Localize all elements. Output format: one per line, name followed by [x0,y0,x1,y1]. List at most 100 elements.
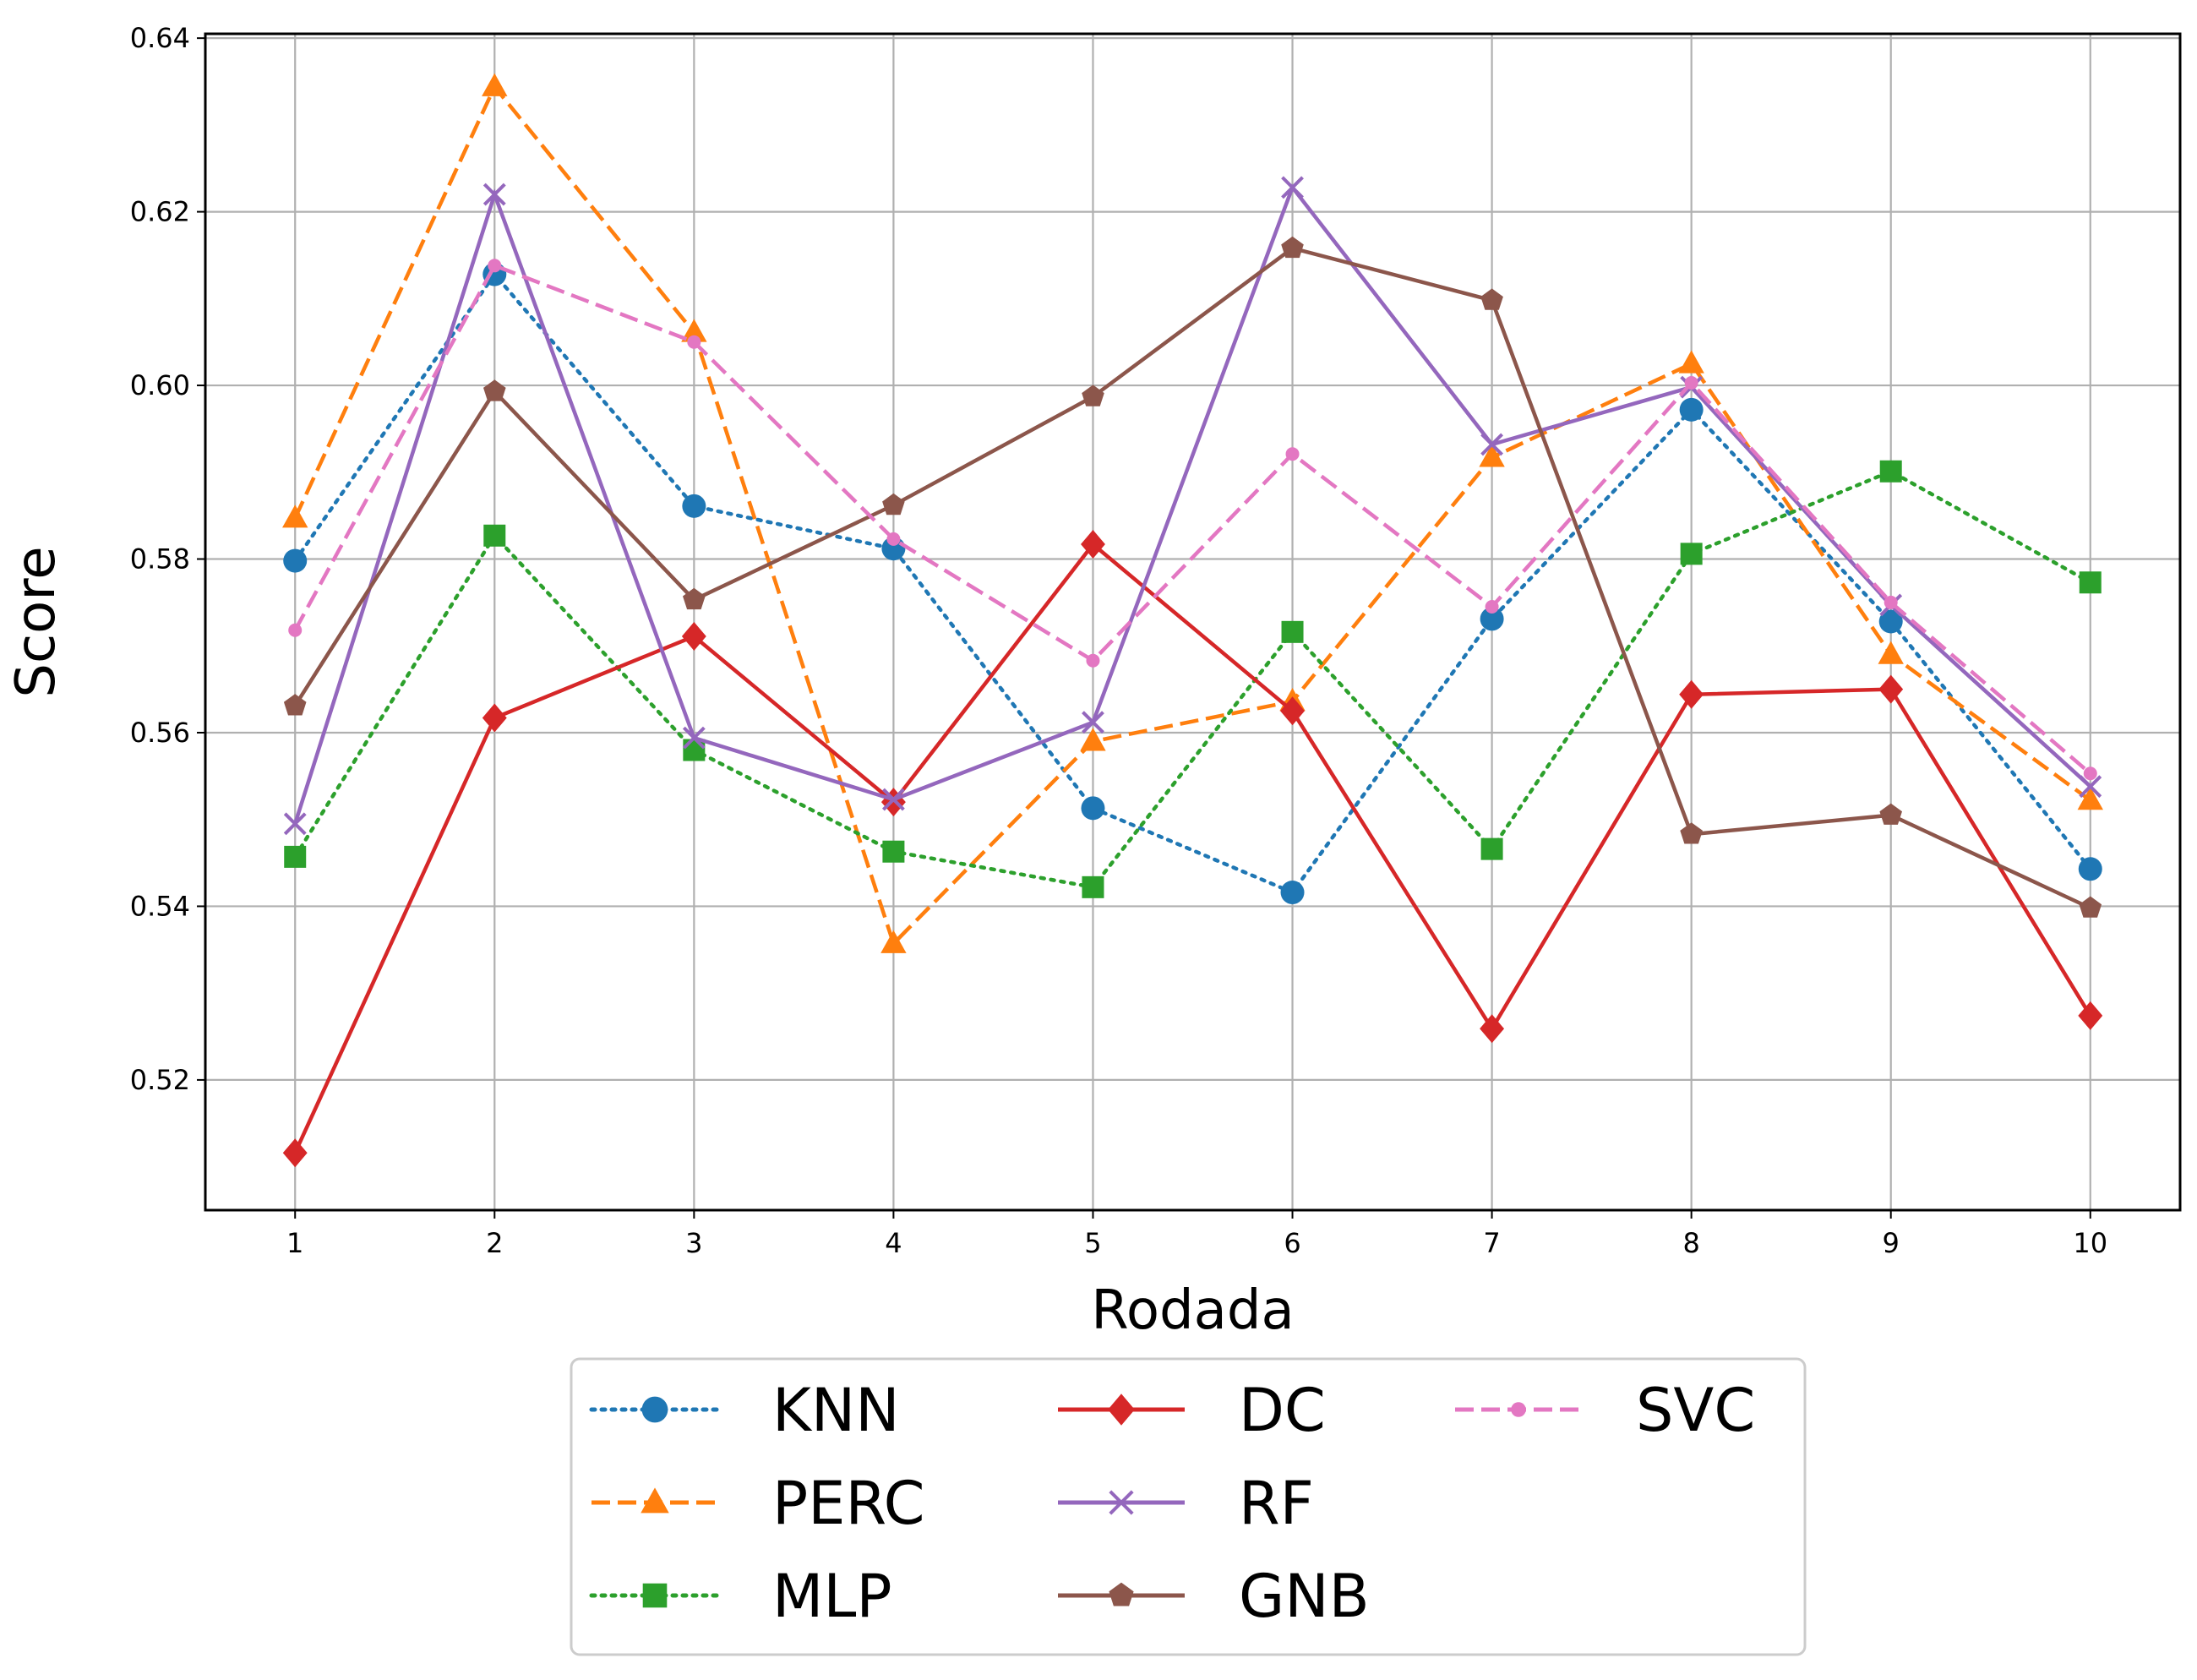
legend-swatch-marker [1108,1394,1135,1426]
data-point-rf [482,183,506,206]
data-point-rf [682,726,706,750]
data-point-gnb [1680,822,1703,844]
data-point-gnb [1480,288,1503,310]
data-point-rf [1082,711,1104,734]
data-point-svc [488,259,502,273]
legend-swatch-marker [1511,1402,1526,1417]
x-tick-label: 6 [1284,1227,1300,1259]
data-point-gnb [2079,896,2102,918]
x-tick-label: 3 [685,1227,702,1259]
data-point-knn [1878,609,1903,634]
x-tick-label: 10 [2073,1227,2107,1259]
series-mlp [284,460,2102,898]
data-point-perc [1878,641,1904,664]
data-point-knn [881,537,906,561]
data-point-mlp [1680,543,1703,565]
y-tick-label: 0.52 [130,1064,190,1096]
legend-box [570,1357,1807,1656]
y-axis-title: Score [5,546,68,697]
series-rf [283,176,2102,836]
data-point-svc [1285,447,1300,461]
data-point-svc [1485,600,1499,614]
data-point-perc [282,505,308,528]
data-point-mlp [1879,460,1902,483]
legend-entries: KNN PERC MLP DC RF GNB SVC [589,1376,1755,1631]
data-point-knn [2078,857,2102,881]
data-point-perc [1678,350,1704,374]
legend-label: RF [1239,1469,1314,1538]
series-svc [288,259,2097,781]
x-tick-label: 5 [1084,1227,1101,1259]
legend-entry-svc: SVC [1455,1376,1755,1445]
data-point-rf [283,812,307,836]
legend-entry-knn: KNN [589,1376,900,1445]
data-point-svc [2083,766,2097,781]
data-point-gnb [882,493,905,515]
data-point-dc [1480,1014,1505,1044]
series-line-perc [293,83,2092,947]
data-point-mlp [882,840,905,863]
x-tick-label: 2 [486,1227,503,1259]
legend-label: PERC [772,1469,924,1538]
legend-label: DC [1239,1376,1326,1445]
data-point-mlp [1082,875,1104,898]
data-point-dc [1878,674,1904,704]
data-point-knn [1081,796,1105,821]
data-point-gnb [283,694,307,716]
data-point-svc [687,335,701,349]
data-point-dc [681,621,706,651]
y-tick-label: 0.60 [130,369,190,401]
data-point-gnb [1879,803,1902,825]
data-point-dc [2078,1001,2103,1030]
series-knn [283,262,2102,905]
legend-label: MLP [772,1562,892,1631]
series-dc [282,530,2103,1168]
data-point-dc [1280,696,1305,726]
legend-swatch-marker [642,1583,668,1608]
legend-entry-gnb: GNB [1058,1562,1370,1631]
legend-label: KNN [772,1376,900,1445]
data-point-perc [880,930,907,953]
data-point-gnb [1281,236,1304,259]
data-point-mlp [1281,620,1304,643]
x-tick-label: 1 [286,1227,303,1259]
data-point-knn [283,548,308,573]
data-point-rf [1480,433,1504,456]
data-point-perc [482,73,508,96]
data-point-svc [1884,595,1898,609]
legend-label: GNB [1239,1562,1370,1631]
x-tick-label: 9 [1883,1227,1900,1259]
legend-swatch-marker [641,1487,669,1514]
data-point-perc [681,319,707,342]
legend-swatch-marker [641,1396,668,1423]
series-line-svc [293,263,2092,776]
legend-entry-mlp: MLP [589,1562,892,1631]
plot-frame [204,32,2182,1212]
data-point-rf [881,788,905,811]
data-point-knn [1480,607,1504,631]
legend-swatch-marker [1109,1490,1134,1515]
x-tick-label: 4 [885,1227,902,1259]
data-point-mlp [683,739,706,761]
legend-entry-dc: DC [1058,1376,1326,1445]
legend-entry-perc: PERC [592,1469,924,1538]
legend-label: SVC [1636,1376,1755,1445]
x-axis-title: Rodada [1091,1279,1294,1342]
data-point-gnb [683,587,706,610]
data-point-perc [1080,728,1106,751]
series-line-gnb [293,246,2091,910]
y-tick-label: 0.58 [130,543,190,575]
data-point-svc [1684,375,1698,390]
legend: KNN PERC MLP DC RF GNB SVC [570,1357,1807,1656]
data-point-gnb [1082,385,1104,406]
data-point-gnb [483,379,506,401]
series-line-dc [293,541,2092,1154]
y-tick-label: 0.56 [130,717,190,749]
series-gnb [283,236,2102,918]
data-point-perc [2077,787,2103,810]
data-point-mlp [2079,571,2102,594]
tick-group: 1 2 3 4 5 6 7 8 9 10 0.52 0.54 0.56 0.58 0.60 0.62 0.64 [130,22,2107,1259]
series-line-knn [292,270,2093,895]
legend-swatch-marker [1109,1582,1134,1606]
